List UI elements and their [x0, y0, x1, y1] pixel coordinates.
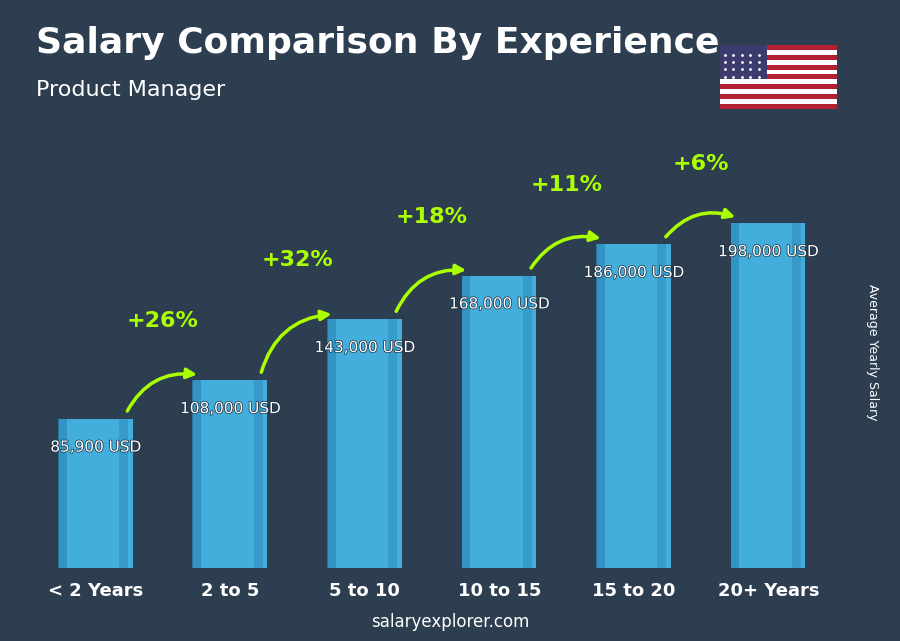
Bar — [720, 89, 837, 94]
Bar — [328, 319, 401, 569]
Bar — [720, 60, 837, 65]
Bar — [58, 419, 132, 569]
Bar — [720, 45, 837, 50]
Bar — [720, 79, 837, 85]
Bar — [720, 85, 837, 89]
Text: 108,000 USD: 108,000 USD — [180, 401, 281, 416]
Text: 186,000 USD: 186,000 USD — [583, 265, 684, 280]
Bar — [389, 319, 397, 569]
Text: Salary Comparison By Experience: Salary Comparison By Experience — [36, 26, 719, 60]
Text: 168,000 USD: 168,000 USD — [449, 297, 549, 312]
Bar — [720, 50, 837, 54]
Bar — [194, 380, 267, 569]
Bar — [523, 276, 532, 569]
Bar — [792, 223, 801, 569]
Bar — [254, 380, 263, 569]
Bar — [596, 244, 605, 569]
Text: +32%: +32% — [262, 250, 333, 271]
Text: Product Manager: Product Manager — [36, 80, 225, 100]
Bar — [327, 319, 336, 569]
Text: +11%: +11% — [530, 176, 602, 196]
Bar — [720, 99, 837, 104]
Bar — [732, 223, 806, 569]
Text: +26%: +26% — [127, 312, 199, 331]
Bar — [731, 223, 740, 569]
Text: 85,900 USD: 85,900 USD — [50, 440, 141, 454]
Text: Average Yearly Salary: Average Yearly Salary — [867, 285, 879, 420]
Bar — [463, 276, 536, 569]
Bar — [720, 45, 767, 79]
Bar — [720, 65, 837, 69]
Bar — [462, 276, 471, 569]
Bar — [597, 244, 670, 569]
Bar — [720, 54, 837, 60]
Text: +6%: +6% — [673, 154, 729, 174]
Text: 143,000 USD: 143,000 USD — [315, 340, 415, 355]
Text: +18%: +18% — [396, 206, 468, 227]
Bar — [720, 94, 837, 99]
Bar — [720, 74, 837, 79]
Bar — [720, 69, 837, 74]
Bar — [58, 419, 67, 569]
Bar — [193, 380, 202, 569]
Bar — [120, 419, 129, 569]
Bar — [720, 104, 837, 109]
Text: salaryexplorer.com: salaryexplorer.com — [371, 613, 529, 631]
Text: 198,000 USD: 198,000 USD — [718, 244, 818, 259]
Bar — [657, 244, 666, 569]
